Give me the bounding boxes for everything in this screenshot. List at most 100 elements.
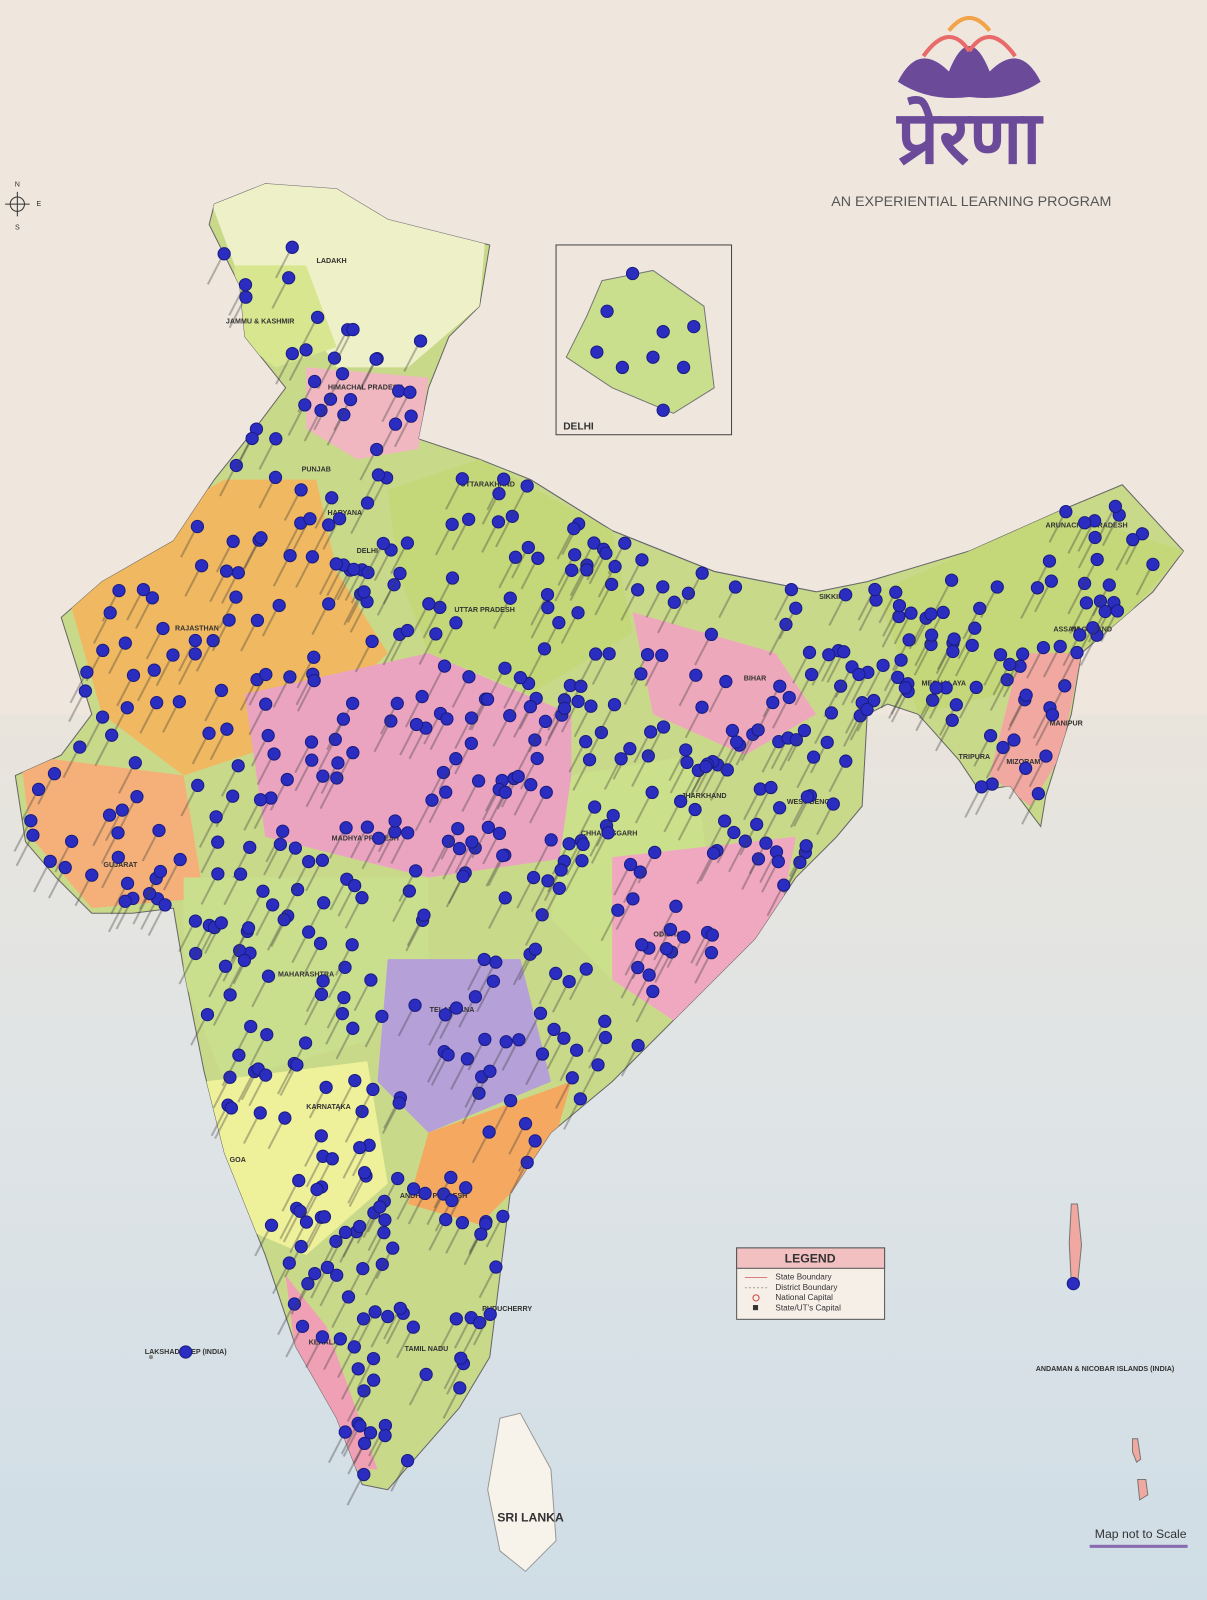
- pin-shadow: [396, 1329, 413, 1359]
- pin-shadow: [451, 679, 468, 708]
- pin: [584, 699, 598, 713]
- pin-shadow: [762, 810, 779, 839]
- pin: [618, 536, 632, 550]
- pin-shadow: [542, 890, 559, 920]
- pin: [360, 820, 375, 834]
- pin: [390, 696, 404, 711]
- pin: [728, 580, 743, 594]
- pin-shadow: [774, 592, 791, 621]
- pin-shadow: [957, 630, 974, 660]
- pin: [337, 408, 351, 422]
- pin-shadow: [590, 835, 607, 864]
- pin: [128, 756, 142, 770]
- pin: [336, 712, 351, 726]
- pin: [158, 898, 172, 912]
- pin: [353, 1140, 367, 1155]
- pin: [224, 1101, 239, 1115]
- pin-shadow: [303, 946, 320, 975]
- pin-shadow: [427, 1054, 444, 1083]
- pin-shadow: [761, 744, 778, 773]
- pin: [902, 633, 916, 647]
- pin-shadow: [54, 843, 71, 873]
- pin: [464, 736, 478, 750]
- pin: [799, 839, 813, 853]
- pin: [136, 582, 151, 597]
- pin-shadow: [422, 610, 439, 639]
- pin-shadow: [481, 792, 499, 821]
- pin-shadow: [695, 937, 712, 967]
- pin-shadow: [1032, 710, 1049, 739]
- pin: [681, 586, 696, 600]
- compass-cross: [5, 191, 30, 217]
- pin-shadow: [435, 580, 452, 610]
- pin-shadow: [378, 426, 395, 456]
- pin: [272, 598, 286, 613]
- pin-shadow: [513, 787, 530, 816]
- pin-shadow: [241, 542, 258, 572]
- pin: [571, 694, 585, 709]
- compass-n: N: [15, 181, 20, 189]
- pin-shadow: [530, 883, 547, 912]
- pin: [378, 1428, 392, 1443]
- pin-shadow: [426, 1196, 443, 1226]
- pin-shadow: [588, 555, 605, 585]
- pin: [153, 864, 168, 879]
- pin-shadow: [209, 573, 226, 603]
- pin-shadow: [408, 730, 425, 760]
- pin-shadow: [913, 616, 930, 646]
- pin-shadow: [275, 249, 292, 279]
- pin-shadow: [178, 643, 195, 672]
- pin-shadow: [564, 863, 581, 892]
- pin: [142, 886, 157, 901]
- pin: [496, 848, 510, 863]
- pin: [254, 531, 268, 545]
- pin-shadow: [1067, 525, 1084, 554]
- pin-shadow: [700, 767, 717, 796]
- pin-shadow: [560, 704, 578, 733]
- pin-shadow: [178, 956, 195, 985]
- pin: [253, 1106, 267, 1120]
- pin-shadow: [256, 756, 273, 786]
- pin: [256, 884, 270, 898]
- pin-shadow: [576, 545, 593, 575]
- pin: [147, 663, 161, 677]
- pin-shadow: [343, 596, 360, 626]
- pin-shadow: [509, 488, 527, 518]
- pin-shadow: [525, 1056, 542, 1086]
- pin-shadow: [442, 1390, 459, 1419]
- pin: [656, 325, 670, 339]
- pin: [329, 1234, 343, 1248]
- pin: [1102, 578, 1116, 592]
- state-label: ANDAMAN & NICOBAR ISLANDS (INDIA): [1036, 1365, 1175, 1373]
- pin: [544, 833, 558, 847]
- pin-shadow: [624, 562, 641, 591]
- pin: [524, 778, 538, 792]
- pin: [766, 695, 780, 710]
- pin: [929, 681, 943, 695]
- pin: [302, 854, 316, 869]
- pin: [241, 921, 256, 935]
- pin: [438, 1008, 453, 1022]
- pin: [806, 750, 821, 764]
- pin: [425, 793, 439, 807]
- pin-shadow: [834, 669, 851, 698]
- pin: [504, 1093, 518, 1108]
- pin: [674, 794, 688, 808]
- pin-shadow: [314, 500, 331, 529]
- pin-shadow: [373, 723, 390, 753]
- pin-shadow: [1008, 697, 1026, 727]
- pin: [695, 700, 709, 714]
- pin-shadow: [239, 682, 256, 711]
- pin-shadow: [215, 543, 233, 573]
- pin-shadow: [267, 1120, 284, 1150]
- pin-shadow: [518, 951, 535, 981]
- pin-shadow: [350, 829, 367, 859]
- pin-shadow: [331, 1299, 348, 1328]
- pin-shadow: [719, 744, 736, 774]
- pin: [400, 1453, 415, 1468]
- pin: [298, 398, 312, 412]
- pin-shadow: [560, 615, 577, 644]
- pin-shadow: [392, 893, 409, 923]
- pin: [299, 1215, 314, 1229]
- pin-shadow: [1079, 562, 1097, 591]
